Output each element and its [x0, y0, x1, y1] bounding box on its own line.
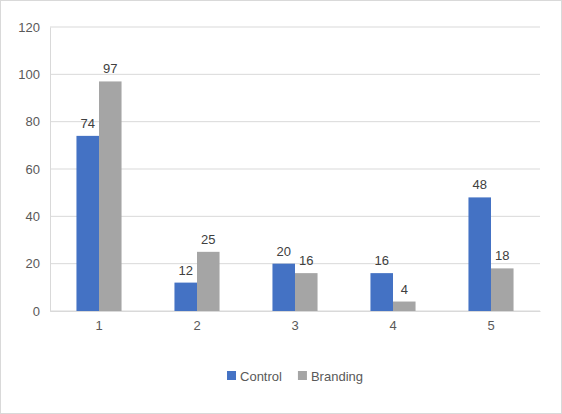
y-axis-line [50, 28, 51, 312]
y-tick-label: 40 [26, 209, 40, 224]
data-label: 74 [80, 116, 94, 131]
x-tick: 3 [291, 311, 298, 333]
x-tick: 2 [193, 311, 200, 333]
chart: 020406080100120123457412201648972516418C… [0, 0, 562, 414]
bar [393, 302, 416, 311]
bar [295, 273, 318, 311]
x-axis: 1 2 3 4 5 [51, 311, 541, 333]
grid-line [50, 27, 540, 28]
x-tick-label: 3 [291, 318, 298, 333]
data-label: 20 [276, 244, 290, 259]
y-tick-label: 20 [26, 256, 40, 271]
data-label: 97 [103, 61, 117, 76]
y-tick: 0 [33, 304, 50, 319]
y-axis: 0 20 40 60 80 100 120 [18, 20, 50, 319]
bar [491, 268, 514, 311]
y-tick-label: 60 [26, 162, 40, 177]
legend-item: Control [227, 369, 282, 384]
data-label: 48 [472, 177, 486, 192]
bar [468, 197, 491, 311]
bar [174, 283, 197, 311]
legend-label: Control [240, 369, 282, 384]
legend-swatch [298, 371, 307, 380]
x-tick-label: 2 [193, 318, 200, 333]
bar [99, 81, 122, 311]
y-tick-label: 120 [18, 20, 40, 35]
plot: 020406080100120123457412201648972516418 [18, 20, 540, 334]
data-label: 18 [495, 248, 509, 263]
legend-item: Branding [298, 369, 363, 384]
y-tick: 60 [26, 162, 50, 177]
data-label: 4 [401, 282, 408, 297]
grid-line [50, 74, 540, 75]
x-tick: 4 [389, 311, 396, 333]
data-labels: 74 12 20 16 48 97 25 16 4 18 [80, 61, 509, 296]
y-tick: 100 [18, 67, 50, 82]
legend-label: Branding [311, 369, 363, 384]
data-label: 16 [299, 253, 313, 268]
bars [76, 81, 513, 311]
x-tick: 1 [95, 311, 102, 333]
y-tick-label: 100 [18, 67, 40, 82]
y-tick: 40 [26, 209, 50, 224]
x-tick-label: 1 [95, 318, 102, 333]
data-label: 16 [374, 253, 388, 268]
legend-swatch [227, 371, 236, 380]
y-tick-label: 0 [33, 304, 40, 319]
bar [76, 136, 99, 311]
bar [370, 273, 393, 311]
data-label: 25 [201, 232, 215, 247]
grid-line [50, 121, 540, 122]
grid [50, 27, 540, 311]
grid-line [50, 169, 540, 170]
x-tick-label: 4 [389, 318, 396, 333]
x-tick: 5 [487, 311, 494, 333]
bar [197, 252, 220, 311]
data-label: 12 [178, 263, 192, 278]
y-tick: 120 [18, 20, 50, 35]
y-tick: 80 [26, 114, 50, 129]
y-tick: 20 [26, 256, 50, 271]
bar [272, 264, 295, 311]
legend: Control Branding [227, 369, 363, 384]
chart-frame [1, 1, 562, 414]
x-axis-line [51, 311, 541, 312]
grid-line [50, 216, 540, 217]
y-tick-label: 80 [26, 114, 40, 129]
x-tick-label: 5 [487, 318, 494, 333]
